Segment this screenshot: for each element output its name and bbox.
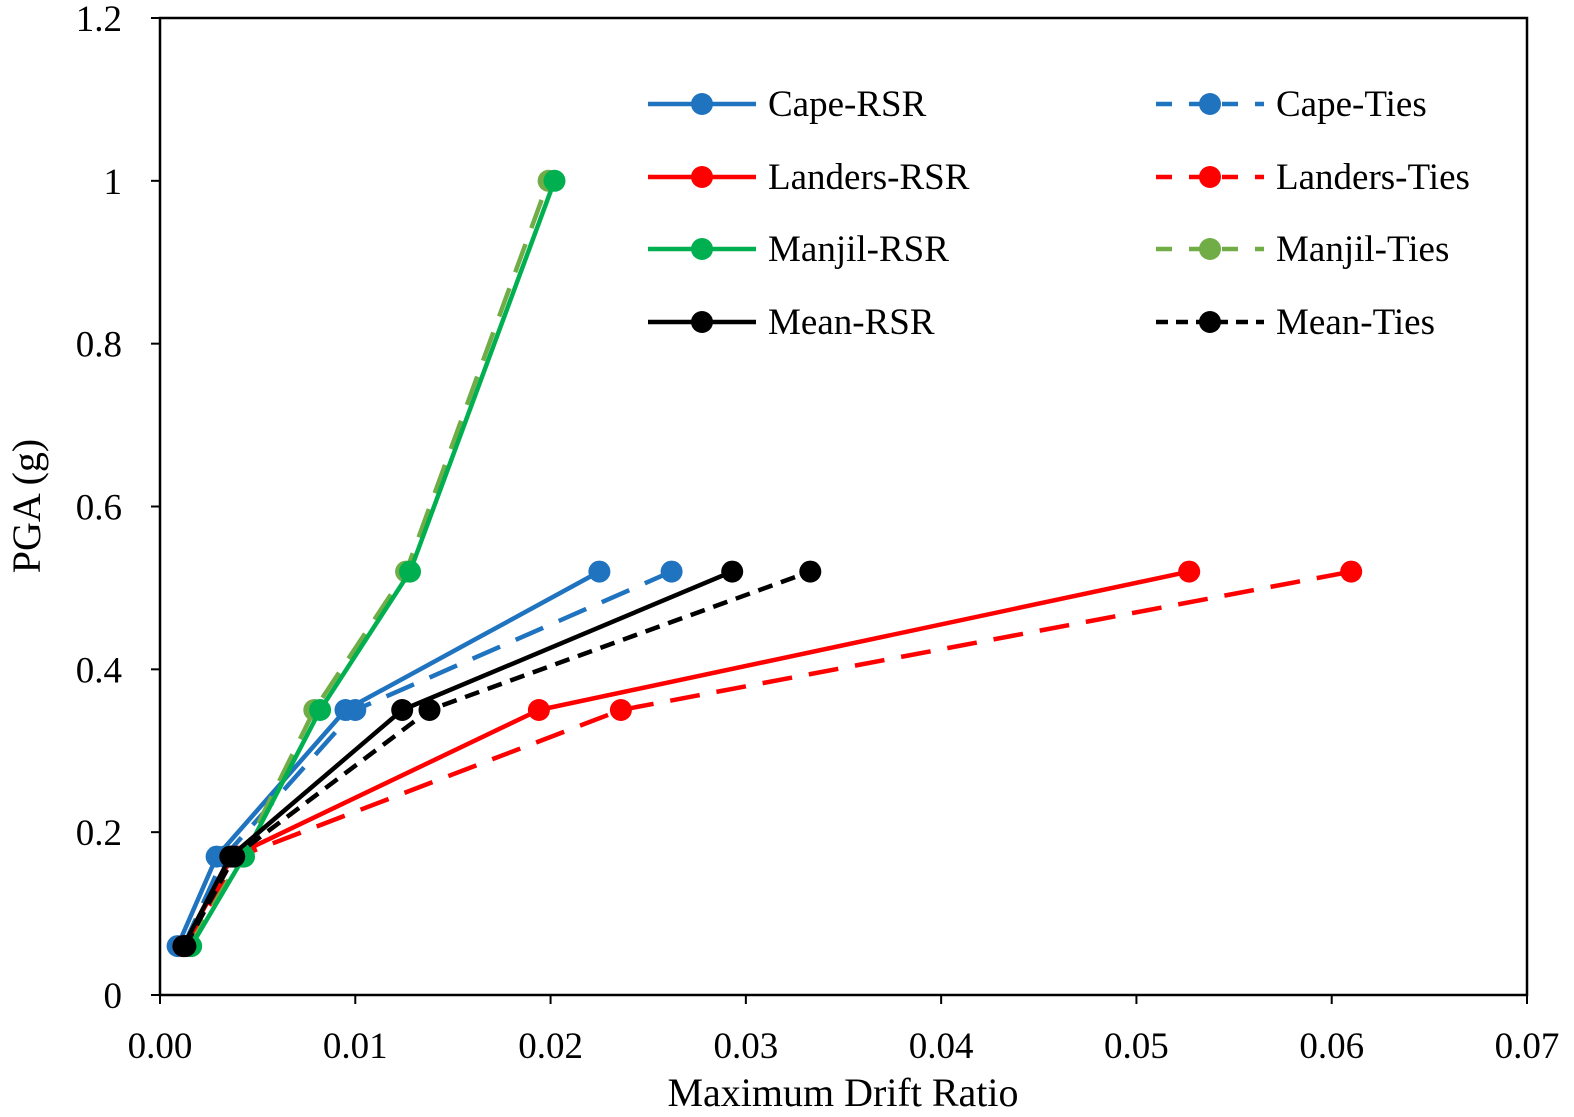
- legend-mean-rsr-label: Mean-RSR: [768, 302, 935, 343]
- y-tick-label: 0.2: [76, 813, 122, 854]
- x-tick-label: 0.03: [713, 1026, 778, 1067]
- mean-rsr-point: [219, 845, 242, 868]
- legend-cape-rsr-marker: [691, 93, 713, 115]
- legend-manjil-rsr-label: Manjil-RSR: [768, 229, 949, 270]
- legend-manjil-rsr-marker: [691, 238, 713, 260]
- landers-ties-point: [1340, 560, 1363, 583]
- mean-ties-point: [799, 560, 822, 583]
- legend-landers-ties-label: Landers-Ties: [1276, 157, 1470, 198]
- legend-landers-ties-marker: [1199, 166, 1221, 188]
- legend-mean-ties-marker: [1199, 311, 1221, 333]
- y-tick-label: 0.8: [76, 325, 122, 366]
- cape-rsr-point: [588, 560, 611, 583]
- mean-ties-line: [183, 569, 812, 948]
- y-tick-label: 0: [104, 976, 123, 1017]
- y-tick-label: 0.6: [76, 488, 122, 529]
- y-tick-label: 1.2: [76, 0, 122, 40]
- legend-manjil-ties-label: Manjil-Ties: [1276, 229, 1449, 270]
- x-tick-label: 0.05: [1104, 1026, 1169, 1067]
- x-tick-label: 0.00: [128, 1026, 193, 1067]
- x-axis-title: Maximum Drift Ratio: [667, 1070, 1018, 1115]
- series-layer: [166, 169, 1363, 958]
- mean-rsr-line: [181, 569, 734, 948]
- mean-ties-point: [418, 699, 441, 721]
- legend-manjil-ties-marker: [1199, 238, 1221, 260]
- x-tick-label: 0.07: [1495, 1026, 1560, 1067]
- legend-cape-rsr-label: Cape-RSR: [768, 84, 927, 125]
- landers-rsr-point: [1178, 560, 1201, 583]
- legend-landers-rsr-label: Landers-RSR: [768, 157, 970, 198]
- cape-ties-line: [181, 569, 673, 948]
- landers-rsr-point: [527, 699, 550, 721]
- x-tick-label: 0.04: [909, 1026, 974, 1067]
- manjil-rsr-point: [309, 699, 332, 721]
- x-axis-ticks: 0.00 0.01 0.02 0.03 0.04 0.05 0.06 0.07: [128, 995, 1560, 1067]
- legend-cape-ties-marker: [1199, 93, 1221, 115]
- y-tick-label: 0.4: [76, 650, 122, 691]
- mean-rsr-point: [172, 935, 195, 958]
- mean-rsr-point: [391, 699, 414, 721]
- legend-mean-rsr-marker: [691, 311, 713, 333]
- legend: Cape-RSR Cape-Ties Landers-RSR Landers-Ties…: [648, 84, 1470, 343]
- landers-ties-point: [609, 699, 632, 721]
- manjil-rsr-point: [399, 560, 421, 583]
- manjil-rsr-point: [543, 169, 566, 192]
- cape-ties-point: [660, 560, 683, 583]
- y-tick-label: 1: [104, 162, 123, 203]
- x-tick-label: 0.06: [1299, 1026, 1364, 1067]
- legend-mean-ties-label: Mean-Ties: [1276, 302, 1435, 343]
- y-axis-title: PGA (g): [4, 439, 49, 573]
- mean-rsr-point: [721, 560, 744, 583]
- legend-cape-ties-label: Cape-Ties: [1276, 84, 1427, 125]
- x-tick-label: 0.02: [518, 1026, 583, 1067]
- y-axis-ticks: 0 0.2 0.4 0.6 0.8 1 1.2: [76, 0, 160, 1017]
- x-tick-label: 0.01: [323, 1026, 388, 1067]
- cape-rsr-point: [334, 699, 357, 721]
- legend-landers-rsr-marker: [691, 166, 713, 188]
